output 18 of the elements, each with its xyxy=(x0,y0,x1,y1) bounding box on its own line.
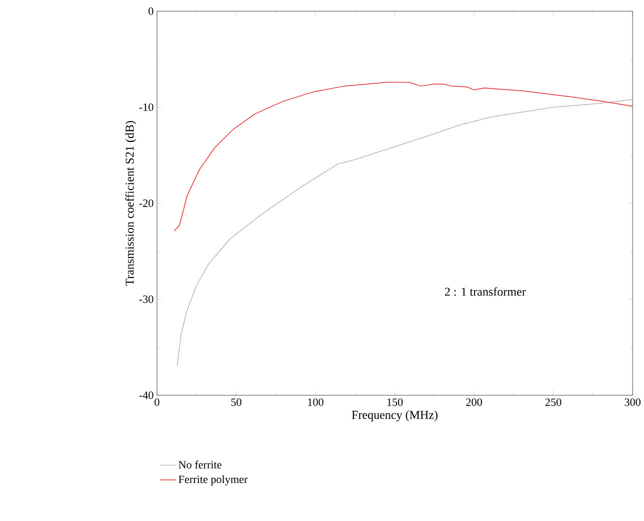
y-tick-label: 0 xyxy=(148,7,154,15)
legend-label: No ferrite xyxy=(178,460,222,468)
x-tick-label: 150 xyxy=(387,398,403,406)
y-tick-label: -40 xyxy=(139,391,154,399)
y-tick-label: -20 xyxy=(139,199,154,207)
y-tick-label: -10 xyxy=(139,103,154,111)
x-tick-label: 50 xyxy=(231,398,242,406)
legend-label: Ferrite polymer xyxy=(178,475,248,486)
x-tick-label: 250 xyxy=(545,398,562,406)
x-axis-title: Frequency (MHz) xyxy=(352,410,438,422)
y-axis-title: Transmission coefficient S21 (dB) xyxy=(125,121,136,286)
y-tick-label: -30 xyxy=(139,295,154,303)
x-tick-label: 300 xyxy=(624,398,640,406)
x-tick-label: 100 xyxy=(308,398,324,406)
annotation: 2 : 1 transformer xyxy=(444,287,526,296)
x-tick-label: 200 xyxy=(466,398,482,406)
line-series xyxy=(174,82,633,232)
x-tick-label: 0 xyxy=(154,398,160,406)
